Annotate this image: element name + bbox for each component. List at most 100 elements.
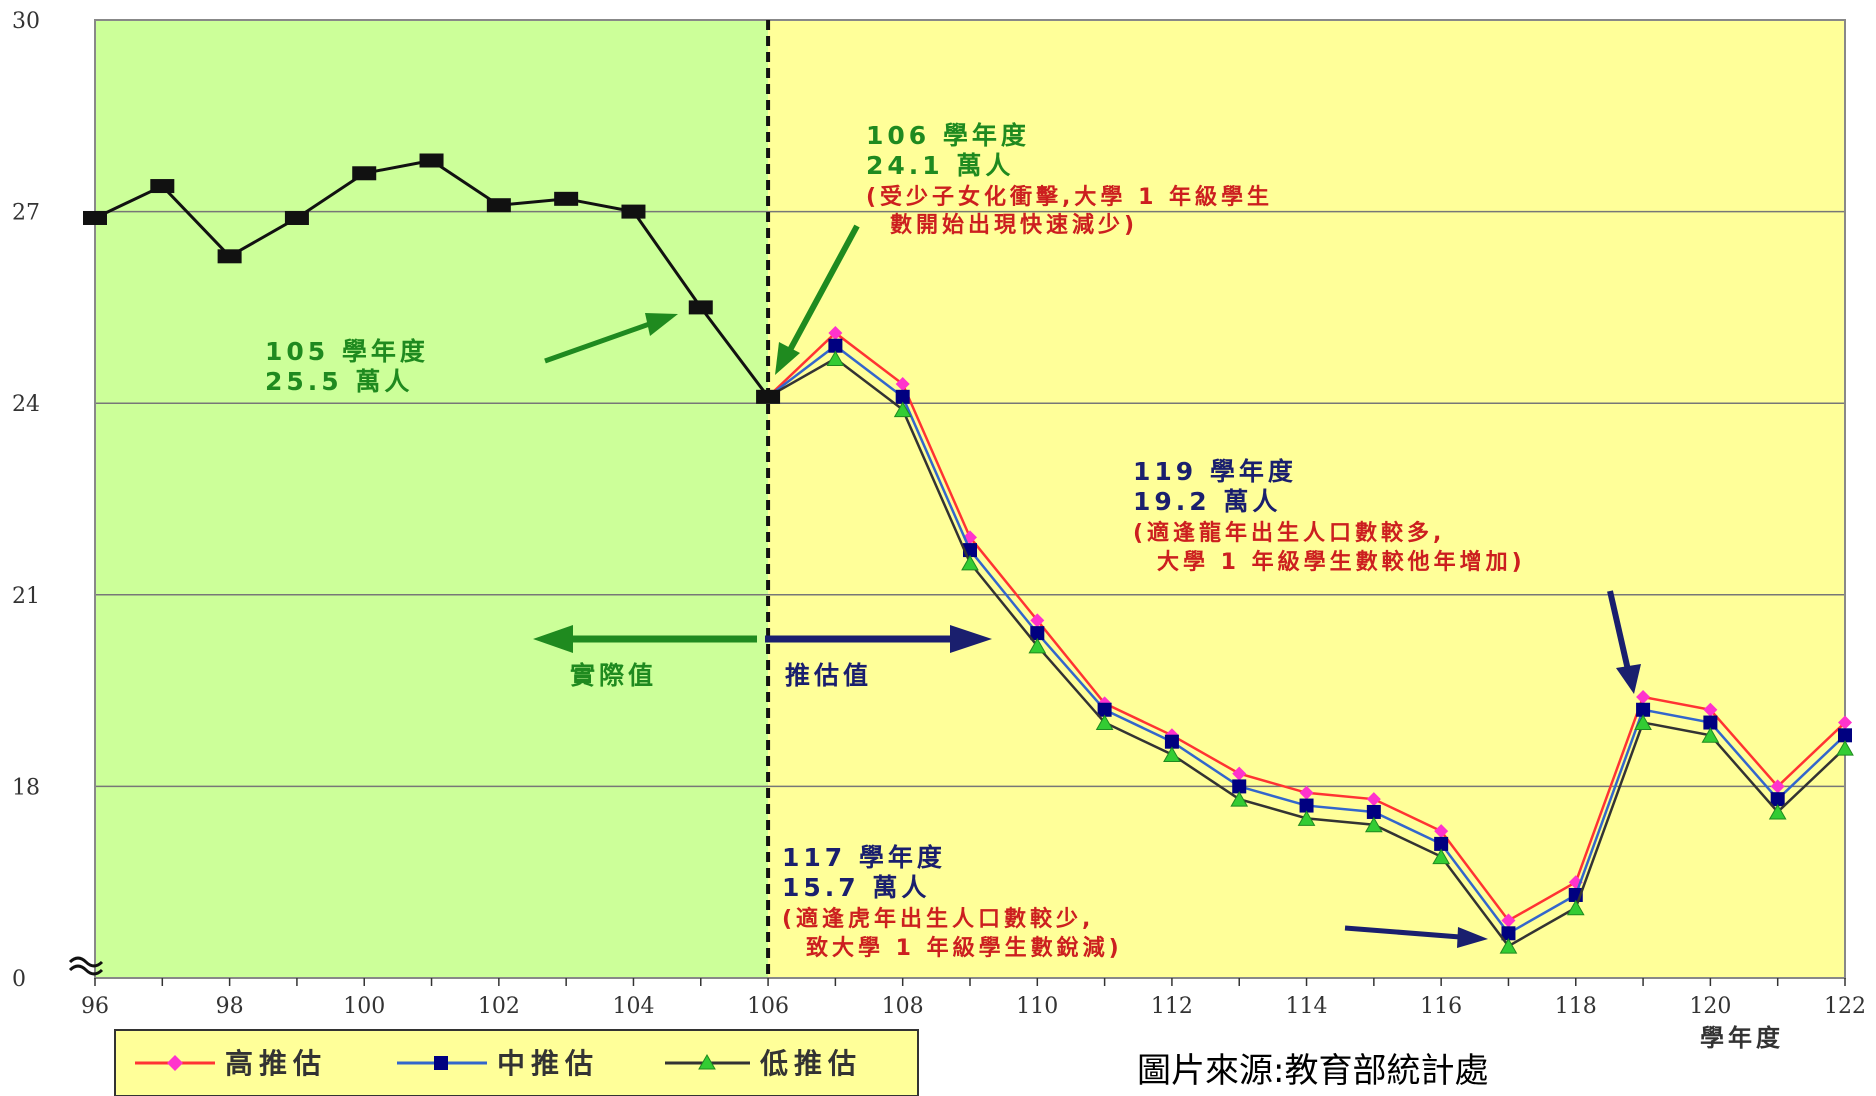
y-tick-label: 21 <box>12 584 40 609</box>
y-tick-label: 27 <box>12 201 40 226</box>
x-axis-ticks: 96 98 100 102 104 106 108 110 112 114 116 118 120 122 <box>81 978 1866 1019</box>
series-layer <box>83 153 1854 954</box>
data-point <box>150 179 175 194</box>
data-point <box>1434 824 1449 839</box>
y-tick-label: 30 <box>12 9 40 34</box>
annotation-106-note-line1: (受少子女化衝擊,大學 1 年級學生 <box>866 184 1273 210</box>
x-tick-label: 120 <box>1689 994 1731 1019</box>
x-tick-label: 114 <box>1286 994 1328 1019</box>
data-point <box>486 198 511 213</box>
annotation-119-count: 19.2 萬人 <box>1133 487 1281 516</box>
annotation-117-count: 15.7 萬人 <box>782 873 930 902</box>
annotation-119-year: 119 學年度 <box>1133 457 1297 486</box>
legend-label-high: 高推估 <box>225 1047 327 1080</box>
data-point <box>1299 798 1314 813</box>
data-point <box>1501 926 1516 941</box>
x-tick-label: 104 <box>612 994 654 1019</box>
annotation-117: 117 學年度 15.7 萬人 (適逢虎年出生人口數較少, 致大學 1 年級學生… <box>782 843 1123 961</box>
data-point <box>1499 938 1518 954</box>
annotation-119-arrow-icon <box>1607 590 1641 694</box>
data-point <box>895 377 910 392</box>
legend-diamond-marker-icon <box>167 1055 183 1071</box>
annotation-106-year: 106 學年度 <box>866 121 1030 150</box>
data-point <box>895 389 910 404</box>
series-medium <box>767 338 1852 941</box>
legend-square-marker-icon <box>434 1056 448 1070</box>
x-tick-label: 110 <box>1016 994 1058 1019</box>
gridlines <box>95 210 1845 788</box>
x-tick-label: 106 <box>747 994 789 1019</box>
data-point <box>217 249 242 264</box>
x-tick-label: 122 <box>1824 994 1866 1019</box>
data-point <box>1432 848 1451 865</box>
annotation-105-arrow-icon <box>544 313 678 364</box>
annotation-106-count: 24.1 萬人 <box>866 151 1014 180</box>
data-point <box>1095 714 1114 731</box>
legend-label-low: 低推估 <box>759 1047 862 1080</box>
data-point <box>1232 779 1247 794</box>
data-point <box>1703 715 1718 730</box>
annotation-119-note-line1: (適逢龍年出生人口數較多, <box>1133 520 1445 546</box>
image-source: 圖片來源:教育部統計處 <box>1137 1051 1488 1091</box>
data-point <box>1366 804 1381 819</box>
annotation-106: 106 學年度 24.1 萬人 (受少子女化衝擊,大學 1 年級學生 數開始出現… <box>866 121 1273 238</box>
legend: 高推估 中推估 低推估 <box>114 1029 919 1096</box>
legend-box <box>114 1029 919 1096</box>
y-tick-label: 24 <box>12 392 40 417</box>
y-tick-label: 0 <box>12 967 26 992</box>
data-point <box>284 210 309 225</box>
data-point <box>1634 714 1652 731</box>
actual-value-label: 實際值 <box>570 661 657 690</box>
legend-label-medium: 中推估 <box>497 1047 599 1080</box>
legend-item-low: 低推估 <box>665 1047 862 1080</box>
annotation-117-note-line1: (適逢虎年出生人口數較少, <box>782 906 1094 932</box>
data-point <box>826 350 845 366</box>
annotation-105: 105 學年度 25.5 萬人 <box>265 337 429 396</box>
data-point <box>1838 715 1852 730</box>
data-point <box>419 153 444 168</box>
series-actual <box>83 153 781 404</box>
data-point <box>1701 727 1720 743</box>
annotation-119: 119 學年度 19.2 萬人 (適逢龍年出生人口數較多, 大學 1 年級學生數… <box>1133 457 1522 575</box>
data-point <box>1030 613 1045 628</box>
y-axis-ticks: 0 18 21 24 27 30 <box>12 9 40 992</box>
annotation-106-arrow-icon <box>775 224 860 375</box>
data-point <box>1501 913 1516 928</box>
data-point <box>1434 836 1449 851</box>
data-point <box>828 338 843 353</box>
data-point <box>1366 792 1381 807</box>
data-point <box>1028 637 1047 654</box>
y-tick-label: 18 <box>12 775 40 800</box>
legend-item-medium: 中推估 <box>397 1047 599 1080</box>
data-point <box>1566 899 1585 916</box>
annotation-117-note-line2: 致大學 1 年級學生數銳減) <box>806 935 1123 961</box>
data-point <box>83 210 107 225</box>
data-point <box>1703 702 1718 717</box>
data-point <box>1770 792 1785 807</box>
x-tick-label: 98 <box>216 994 244 1019</box>
x-tick-label: 108 <box>882 994 924 1019</box>
annotation-106-note-line2: 數開始出現快速減少) <box>890 212 1138 238</box>
data-point <box>1636 689 1651 704</box>
projection-arrow-icon <box>765 625 992 653</box>
data-point <box>756 389 781 404</box>
annotation-105-year: 105 學年度 <box>265 337 429 366</box>
data-point <box>1297 810 1316 826</box>
data-point <box>1836 740 1854 756</box>
data-point <box>352 166 377 181</box>
data-point <box>1163 746 1181 762</box>
x-tick-label: 116 <box>1420 994 1462 1019</box>
data-point <box>1230 791 1249 807</box>
data-point <box>1299 785 1314 800</box>
x-tick-label: 100 <box>343 994 385 1019</box>
series-low <box>767 350 1854 954</box>
data-point <box>828 325 843 340</box>
x-axis-title: 學年度 <box>1700 1024 1784 1052</box>
actual-region-background <box>95 20 769 978</box>
annotation-117-year: 117 學年度 <box>782 843 946 872</box>
data-point <box>1097 702 1112 717</box>
data-point <box>1364 816 1383 833</box>
data-point <box>1164 734 1179 749</box>
legend-triangle-marker-icon <box>698 1053 716 1070</box>
